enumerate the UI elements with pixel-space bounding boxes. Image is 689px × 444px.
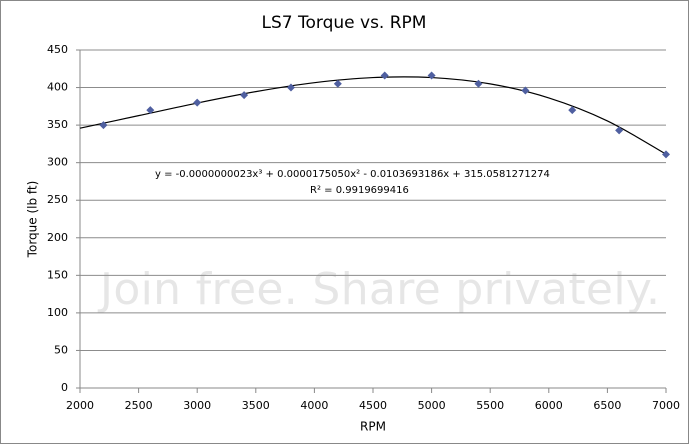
y-axis-label: Torque (lb ft) [26,181,40,259]
x-tick-label: 4500 [359,399,387,412]
y-tick-label: 400 [47,81,68,94]
point [99,121,108,130]
point [286,83,295,92]
x-tick-label: 5500 [476,399,504,412]
trend-equation: y = -0.0000000023x³ + 0.0000175050x² - 0… [155,169,550,180]
y-tick-label: 300 [47,156,68,169]
x-tick-label: 5000 [418,399,446,412]
point [146,106,155,115]
point [193,98,202,107]
y-tick-label: 250 [47,193,68,206]
r-squared: R² = 0.9919699416 [310,185,409,196]
point [615,126,624,135]
x-axis-label: RPM [360,420,386,434]
point [380,71,389,80]
y-tick-label: 450 [47,43,68,56]
y-tick-label: 350 [47,118,68,131]
x-tick-label: 6000 [535,399,563,412]
watermark: Join free. Share privately. [97,264,660,315]
x-tick-label: 2000 [66,399,94,412]
point [474,79,483,88]
y-tick-label: 150 [47,268,68,281]
point [568,106,577,115]
x-tick-label: 3500 [242,399,270,412]
point [240,91,249,100]
trendline [79,76,667,155]
y-tick-label: 0 [61,381,68,394]
x-tick-label: 2500 [125,399,153,412]
point [333,79,342,88]
x-tick-label: 6500 [593,399,621,412]
point [521,86,530,95]
x-tick-label: 4000 [300,399,328,412]
y-tick-label: 100 [47,306,68,319]
point [427,71,436,80]
y-tick-label: 50 [54,343,68,356]
chart-title: LS7 Torque vs. RPM [262,13,427,33]
point [662,150,670,159]
x-tick-label: 3000 [183,399,211,412]
x-tick-label: 7000 [652,399,680,412]
y-tick-label: 200 [47,231,68,244]
